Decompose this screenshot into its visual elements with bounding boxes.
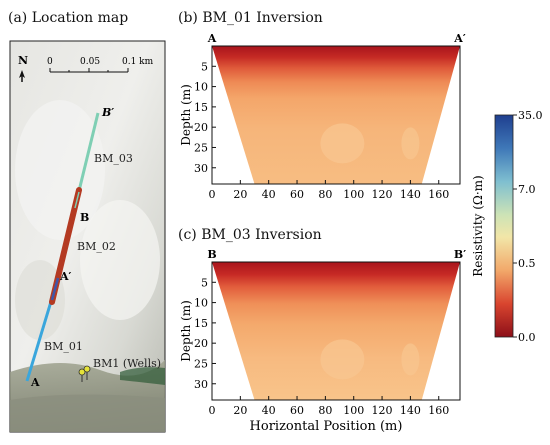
label-a-prime: A′: [59, 270, 72, 283]
well-marker-icon: [78, 365, 91, 382]
label-bm01: BM_01: [44, 340, 83, 353]
line-bm03: [76, 112, 100, 196]
label-wells: BM1 (Wells): [93, 357, 161, 370]
label-a: A: [30, 376, 40, 389]
label-b-prime: B′: [101, 106, 114, 119]
label-b: B: [80, 211, 89, 224]
north-label: N: [18, 54, 28, 67]
panel-b-title: (b) BM_01 Inversion: [178, 10, 323, 26]
panel-a-title: (a) Location map: [8, 10, 129, 26]
label-bm03: BM_03: [94, 152, 133, 165]
label-bm02: BM_02: [77, 240, 116, 253]
scale-bar: 0 0.05 0.1 km: [47, 57, 154, 73]
panel-c-title: (c) BM_03 Inversion: [178, 227, 322, 243]
scale-tick-1: 0.05: [80, 57, 100, 67]
scale-tick-2: 0.1 km: [122, 57, 154, 67]
north-arrow-icon: [19, 70, 25, 78]
scale-tick-0: 0: [47, 57, 53, 67]
